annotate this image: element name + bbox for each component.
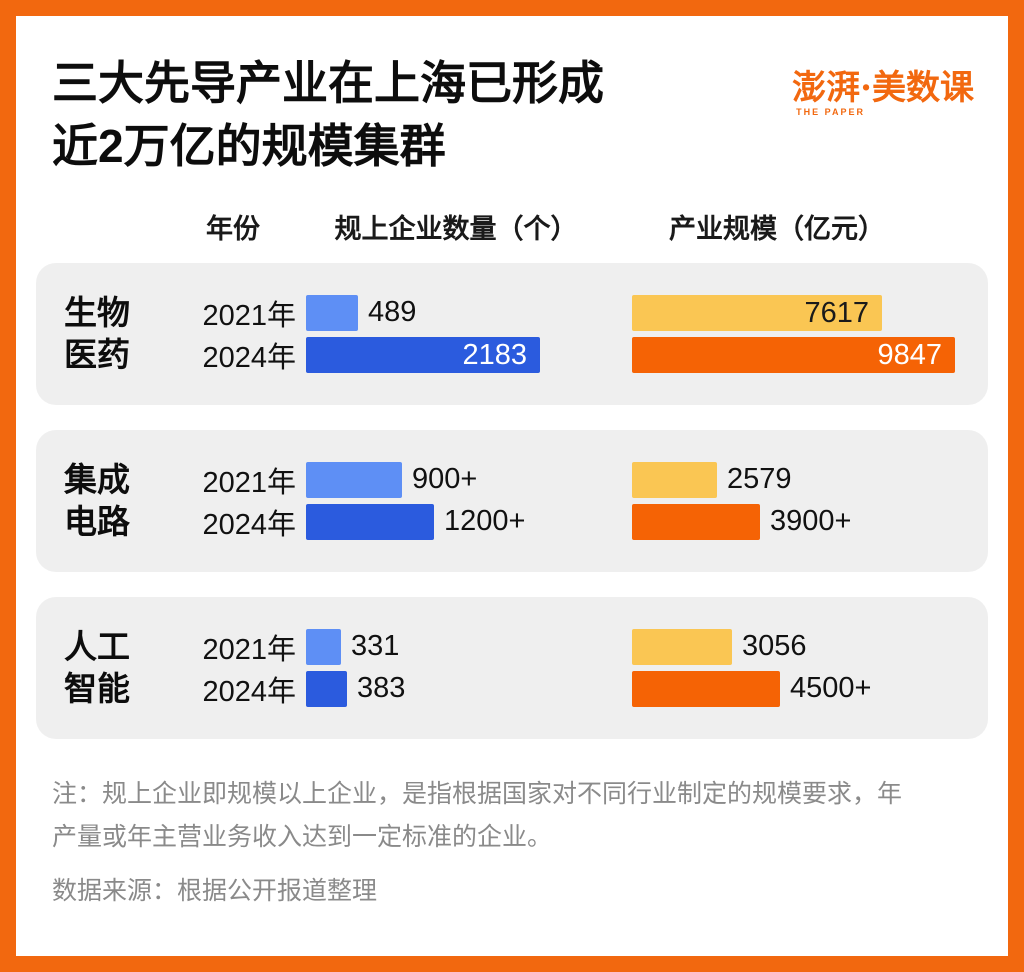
scale-bar: 7617 xyxy=(632,294,882,331)
scale-bar-cell: 3056 xyxy=(632,628,980,666)
data-row: 2024年 2183 9847 xyxy=(134,336,988,374)
data-row: 2024年 383 4500+ xyxy=(134,670,988,708)
title-line-1: 三大先导产业在上海已形成 xyxy=(52,57,604,109)
enterprise-bar xyxy=(306,628,341,665)
scale-bar: 9847 xyxy=(632,336,955,373)
industry-card: 人工 智能 2021年 331 3056 2024年 383 4500+ xyxy=(36,596,988,739)
industry-card: 集成 电路 2021年 900+ 2579 2024年 1200+ 3900+ xyxy=(36,429,988,572)
data-row: 2024年 1200+ 3900+ xyxy=(134,503,988,541)
value-label: 900+ xyxy=(412,463,478,496)
year-label: 2024年 xyxy=(202,341,296,374)
enterprise-bar xyxy=(306,503,434,540)
scale-bar-cell: 2579 xyxy=(632,461,980,499)
scale-bar-cell: 4500+ xyxy=(632,670,980,708)
note-line-1: 注：规上企业即规模以上企业，是指根据国家对不同行业制定的规模要求，年 xyxy=(52,779,903,808)
column-header-year: 年份 xyxy=(206,213,260,244)
value-label: 7617 xyxy=(804,296,869,329)
value-label: 489 xyxy=(368,296,417,329)
year-label: 2021年 xyxy=(202,633,296,666)
enterprise-bar-cell: 900+ xyxy=(306,461,632,499)
enterprise-bar xyxy=(306,294,358,331)
page-title: 三大先导产业在上海已形成 近2万亿的规模集群 xyxy=(52,52,604,179)
scale-bar xyxy=(632,670,780,707)
value-label: 1200+ xyxy=(444,505,526,538)
enterprise-bar xyxy=(306,670,347,707)
logo-subtext: THE PAPER xyxy=(796,107,865,117)
column-header-enterprises: 规上企业数量（个） xyxy=(334,213,578,244)
value-label: 331 xyxy=(351,630,400,663)
enterprise-bar-cell: 2183 xyxy=(306,336,632,374)
value-label: 3900+ xyxy=(770,505,852,538)
chart-groups: 生物 医药 2021年 489 7617 2024年 2183 9847 集成 电路 2021年 90… xyxy=(16,262,1008,739)
note-text: 注：规上企业即规模以上企业，是指根据国家对不同行业制定的规模要求，年 产量或年主… xyxy=(52,773,972,859)
category-label: 集成 电路 xyxy=(64,460,130,540)
title-line-2: 近2万亿的规模集群 xyxy=(52,120,446,173)
brand-logo: 澎湃·美数课 THE PAPER xyxy=(792,60,974,117)
enterprise-bar-cell: 383 xyxy=(306,670,632,708)
category-label: 人工 智能 xyxy=(64,627,130,707)
industry-card: 生物 医药 2021年 489 7617 2024年 2183 9847 xyxy=(36,262,988,405)
logo-text: 澎湃·美数课 xyxy=(792,68,974,108)
scale-bar xyxy=(632,503,760,540)
value-label: 4500+ xyxy=(790,672,872,705)
data-row: 2021年 331 3056 xyxy=(134,628,988,666)
note-line-2: 产量或年主营业务收入达到一定标准的企业。 xyxy=(52,822,553,851)
header: 三大先导产业在上海已形成 近2万亿的规模集群 澎湃·美数课 THE PAPER xyxy=(16,16,1008,179)
enterprise-bar-cell: 331 xyxy=(306,628,632,666)
scale-bar-cell: 7617 xyxy=(632,294,980,332)
scale-bar xyxy=(632,461,717,498)
data-row: 2021年 489 7617 xyxy=(134,294,988,332)
value-label: 2579 xyxy=(727,463,792,496)
value-label: 383 xyxy=(357,672,406,705)
column-headers: 年份 规上企业数量（个） 产业规模（亿元） xyxy=(16,207,1008,244)
year-label: 2024年 xyxy=(202,508,296,541)
enterprise-bar-cell: 1200+ xyxy=(306,503,632,541)
enterprise-bar-cell: 489 xyxy=(306,294,632,332)
scale-bar-cell: 9847 xyxy=(632,336,980,374)
year-label: 2021年 xyxy=(202,299,296,332)
value-label: 9847 xyxy=(877,338,942,371)
source-text: 数据来源：根据公开报道整理 xyxy=(52,876,378,905)
enterprise-bar xyxy=(306,461,402,498)
scale-bar-cell: 3900+ xyxy=(632,503,980,541)
value-label: 3056 xyxy=(742,630,807,663)
data-row: 2021年 900+ 2579 xyxy=(134,461,988,499)
value-label: 2183 xyxy=(462,338,527,371)
year-label: 2021年 xyxy=(202,466,296,499)
year-label: 2024年 xyxy=(202,675,296,708)
enterprise-bar: 2183 xyxy=(306,336,540,373)
category-label: 生物 医药 xyxy=(64,293,130,373)
column-header-scale: 产业规模（亿元） xyxy=(669,213,885,244)
scale-bar xyxy=(632,628,732,665)
